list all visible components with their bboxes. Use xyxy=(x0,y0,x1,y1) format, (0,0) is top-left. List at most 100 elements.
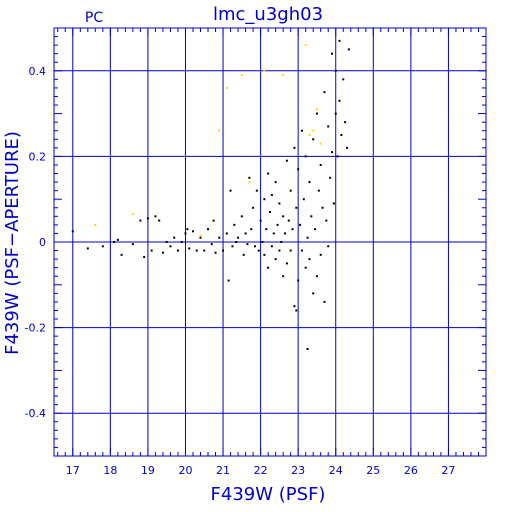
data-point xyxy=(282,275,285,278)
data-point xyxy=(282,215,285,218)
data-point xyxy=(330,151,333,154)
y-axis-label: F439W (PSF−APERTURE) xyxy=(2,131,23,355)
data-point xyxy=(199,236,202,239)
data-point xyxy=(173,236,176,239)
data-point xyxy=(314,228,317,231)
data-point xyxy=(131,213,134,216)
data-point xyxy=(199,234,202,237)
data-point xyxy=(329,176,332,179)
data-point xyxy=(252,206,255,209)
data-point xyxy=(231,245,234,248)
data-point xyxy=(319,253,322,256)
data-point xyxy=(154,215,157,218)
data-point xyxy=(150,249,153,252)
data-point xyxy=(280,241,283,243)
data-point xyxy=(297,168,300,171)
data-point xyxy=(263,69,266,72)
data-point xyxy=(240,215,243,218)
data-point xyxy=(94,223,97,226)
x-tick-labels: 17 18 19 20 21 22 23 24 25 26 27 xyxy=(66,464,456,477)
data-point xyxy=(257,249,260,252)
data-point xyxy=(284,232,287,235)
y-tick-labels: -0.4 -0.2 0 0.2 0.4 xyxy=(25,65,46,420)
data-point xyxy=(253,245,256,248)
data-point xyxy=(186,228,189,231)
data-point xyxy=(302,198,305,201)
data-point xyxy=(161,251,164,254)
data-point xyxy=(237,236,240,239)
chart-title: lmc_u3gh03 xyxy=(213,4,323,25)
data-point xyxy=(347,48,350,51)
data-point xyxy=(176,249,179,252)
y-tick-label: 0.2 xyxy=(29,150,47,163)
data-point xyxy=(267,266,270,269)
data-point xyxy=(330,52,333,55)
data-point xyxy=(300,249,303,252)
data-point xyxy=(287,219,290,222)
data-point xyxy=(323,91,326,94)
data-point xyxy=(306,236,309,239)
data-point xyxy=(312,129,315,132)
data-point xyxy=(225,232,228,235)
x-tick-label: 18 xyxy=(103,464,117,477)
data-point xyxy=(274,181,277,184)
data-point xyxy=(293,146,296,149)
data-point xyxy=(233,223,236,226)
data-point xyxy=(319,142,322,145)
data-point xyxy=(207,228,210,231)
y-tick-label: 0 xyxy=(39,236,46,249)
data-point xyxy=(295,206,298,209)
data-point xyxy=(267,172,270,175)
data-point xyxy=(285,262,288,265)
data-point xyxy=(265,228,268,231)
data-point xyxy=(306,348,309,350)
data-point xyxy=(263,253,266,256)
x-tick-label: 23 xyxy=(291,464,305,477)
data-point xyxy=(272,232,275,235)
data-point xyxy=(218,129,221,132)
data-point xyxy=(276,223,279,226)
y-tick-label: -0.4 xyxy=(25,407,46,420)
data-point xyxy=(323,300,326,303)
data-point xyxy=(246,243,249,246)
x-tick-label: 24 xyxy=(329,464,343,477)
y-tick-label: -0.2 xyxy=(25,322,46,335)
data-point xyxy=(101,245,104,248)
data-point xyxy=(312,292,315,295)
data-point xyxy=(210,243,213,246)
data-point xyxy=(263,198,266,201)
x-tick-label: 19 xyxy=(141,464,155,477)
data-point xyxy=(315,108,318,111)
data-point xyxy=(327,245,330,248)
data-point xyxy=(289,249,292,252)
ticks xyxy=(54,27,487,457)
x-tick-label: 26 xyxy=(404,464,418,477)
y-tick-label: 0.4 xyxy=(29,65,47,78)
x-axis-label: F439W (PSF) xyxy=(211,484,326,505)
x-tick-label: 20 xyxy=(178,464,192,477)
data-point xyxy=(321,206,324,209)
data-point xyxy=(195,249,198,252)
data-point xyxy=(86,247,89,250)
data-point xyxy=(327,125,330,128)
data-point xyxy=(113,241,116,243)
data-point xyxy=(191,230,194,233)
data-point xyxy=(143,255,146,258)
data-point xyxy=(169,245,172,248)
data-point xyxy=(261,241,264,243)
data-point xyxy=(278,202,281,205)
data-point xyxy=(299,223,302,226)
data-point xyxy=(293,305,296,308)
data-point xyxy=(338,99,341,102)
data-point xyxy=(270,245,273,248)
data-point xyxy=(146,217,149,220)
data-point xyxy=(229,189,232,192)
data-point xyxy=(346,146,349,149)
data-point xyxy=(295,309,298,312)
data-point xyxy=(340,134,343,136)
data-point xyxy=(274,258,277,261)
data-point xyxy=(336,155,339,158)
data-point xyxy=(165,241,168,243)
data-point xyxy=(203,249,206,252)
